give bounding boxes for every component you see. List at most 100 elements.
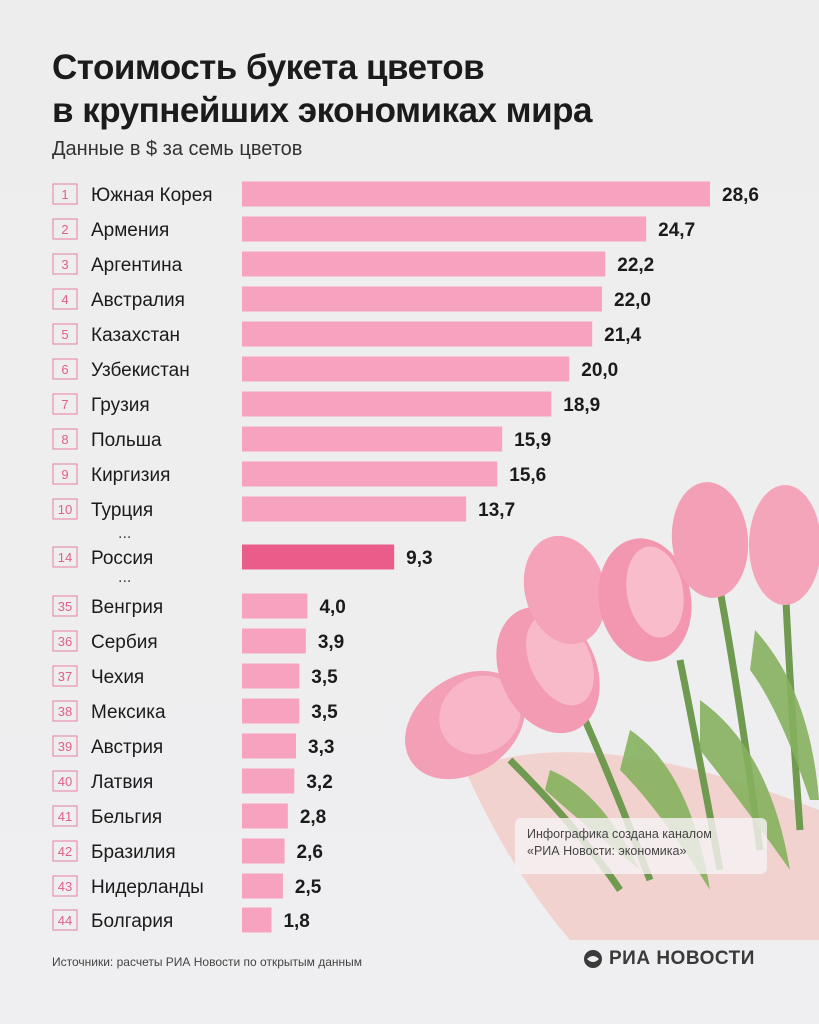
chart-row: 35 Венгрия 4,0 xyxy=(52,593,346,619)
bar xyxy=(242,286,602,312)
country-label: Сербия xyxy=(91,632,158,653)
country-label: Грузия xyxy=(91,395,150,416)
chart-row: 5 Казахстан 21,4 xyxy=(52,321,642,347)
rank-label: 38 xyxy=(58,704,72,719)
bar xyxy=(242,838,285,864)
country-label: Аргентина xyxy=(91,255,183,276)
bar xyxy=(242,321,593,347)
value-label: 22,2 xyxy=(617,255,654,276)
bar xyxy=(242,907,272,933)
country-label: Турция xyxy=(91,500,153,521)
credit-line-1: Инфографика создана каналом xyxy=(527,827,712,841)
bar xyxy=(242,391,552,417)
country-label: Киргизия xyxy=(91,465,170,486)
rank-box xyxy=(52,218,78,240)
chart-row: 1 Южная Корея 28,6 xyxy=(52,181,759,207)
chart-title: Стоимость букета цветов в крупнейших эко… xyxy=(52,46,592,132)
country-label: Бразилия xyxy=(91,842,176,863)
bar xyxy=(242,803,288,829)
chart-title-line-1: Стоимость букета цветов xyxy=(52,48,485,87)
chart-row: 43 Нидерланды 2,5 xyxy=(52,873,322,899)
bar xyxy=(242,593,308,619)
value-label: 2,5 xyxy=(295,877,322,898)
bar xyxy=(242,873,283,899)
bar xyxy=(242,426,503,452)
value-label: 3,5 xyxy=(311,702,338,723)
rank-label: 7 xyxy=(61,397,68,412)
country-label: Латвия xyxy=(91,772,153,793)
chart-row: 6 Узбекистан 20,0 xyxy=(52,356,618,382)
bar xyxy=(242,733,296,759)
chart-row: 42 Бразилия 2,6 xyxy=(52,838,323,864)
ria-logo-icon xyxy=(584,950,602,968)
country-label: Россия xyxy=(91,548,153,569)
rank-label: 41 xyxy=(58,809,72,824)
rank-box xyxy=(52,183,78,205)
rank-label: 37 xyxy=(58,669,72,684)
bar xyxy=(242,496,467,522)
rank-label: 43 xyxy=(58,879,72,894)
value-label: 28,6 xyxy=(722,185,759,206)
rank-box xyxy=(52,770,78,792)
rank-label: 2 xyxy=(61,222,68,237)
country-label: Южная Корея xyxy=(91,185,213,206)
rank-box xyxy=(52,358,78,380)
chart-row: 3 Аргентина 22,2 xyxy=(52,251,654,277)
value-label: 20,0 xyxy=(581,360,618,381)
bar xyxy=(242,216,647,242)
value-label: 15,6 xyxy=(509,465,546,486)
tulip-heads xyxy=(405,482,819,780)
rank-box xyxy=(52,288,78,310)
value-label: 22,0 xyxy=(614,290,651,311)
country-label: Бельгия xyxy=(91,807,162,828)
rank-box xyxy=(52,840,78,862)
chart-row: 4 Австралия 22,0 xyxy=(52,286,651,312)
value-label: 4,0 xyxy=(319,597,345,618)
chart-row: 8 Польша 15,9 xyxy=(52,426,551,452)
rank-box xyxy=(52,595,78,617)
country-label: Болгария xyxy=(91,911,173,932)
chart-row: 7 Грузия 18,9 xyxy=(52,391,600,417)
country-label: Венгрия xyxy=(91,597,163,618)
rank-label: 44 xyxy=(58,913,72,928)
bar xyxy=(242,251,606,277)
chart-row: 44 Болгария 1,8 xyxy=(52,907,310,933)
country-label: Польша xyxy=(91,430,162,451)
rank-label: 42 xyxy=(58,844,72,859)
rank-box xyxy=(52,665,78,687)
value-label: 3,9 xyxy=(318,632,344,653)
rank-label: 35 xyxy=(58,599,72,614)
rank-box xyxy=(52,428,78,450)
rank-box xyxy=(52,875,78,897)
infographic-credit-note: Инфографика создана каналом «РИА Новости… xyxy=(515,818,767,874)
chart-row: 36 Сербия 3,9 xyxy=(52,628,344,654)
rank-box xyxy=(52,546,78,568)
chart-subtitle: Данные в $ за семь цветов xyxy=(52,138,303,160)
rank-box xyxy=(52,498,78,520)
country-label: Австрия xyxy=(91,737,163,758)
value-label: 1,8 xyxy=(283,911,309,932)
bar-chart: 1 Южная Корея 28,6 2 Армения 24,7 3 Аргентина 22… xyxy=(52,181,759,933)
chart-row: 9 Киргизия 15,6 xyxy=(52,461,546,487)
value-label: 15,9 xyxy=(514,430,551,451)
chart-row: 2 Армения 24,7 xyxy=(52,216,695,242)
value-label: 18,9 xyxy=(563,395,600,416)
chart-row: 41 Бельгия 2,8 xyxy=(52,803,326,829)
rank-label: 4 xyxy=(61,292,68,307)
country-label: Узбекистан xyxy=(91,360,190,381)
bar xyxy=(242,356,570,382)
rank-label: 10 xyxy=(58,502,72,517)
rank-box xyxy=(52,393,78,415)
source-note: Источники: расчеты РИА Новости по открыт… xyxy=(52,955,363,969)
value-label: 9,3 xyxy=(406,548,432,569)
ria-logo: РИА НОВОСТИ xyxy=(583,948,755,970)
rank-label: 8 xyxy=(61,432,68,447)
rank-box xyxy=(52,735,78,757)
ellipsis-marker: ... xyxy=(118,569,131,586)
rank-box xyxy=(52,253,78,275)
rank-label: 36 xyxy=(58,634,72,649)
value-label: 3,5 xyxy=(311,667,338,688)
rank-box xyxy=(52,463,78,485)
value-label: 2,6 xyxy=(297,842,323,863)
country-label: Казахстан xyxy=(91,325,180,346)
